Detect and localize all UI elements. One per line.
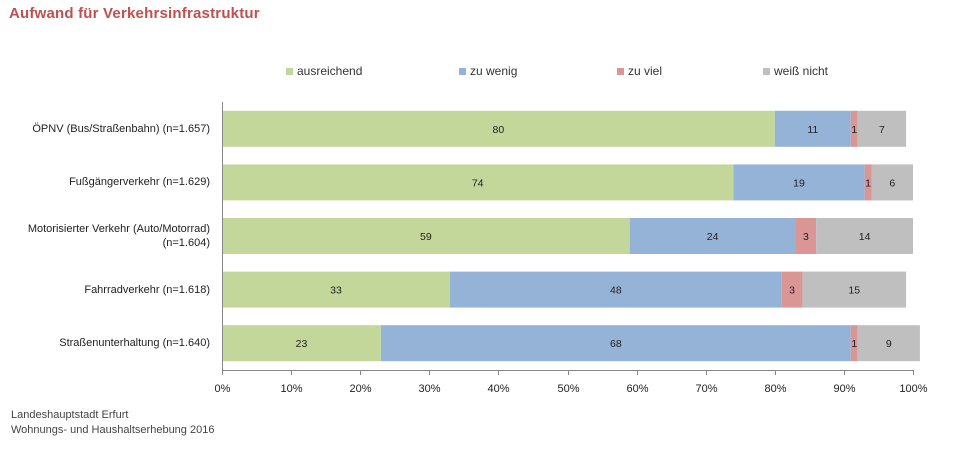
legend-swatch-zu-wenig [459,67,466,75]
source-line-1: Landeshauptstadt Erfurt [11,409,129,421]
legend-item-zu-wenig: zu wenig [459,64,517,78]
data-label-zu-wenig: 11 [807,124,818,136]
bar-segment-zu-wenig [774,110,851,147]
data-label-zu-viel: 1 [865,177,871,189]
legend-label-ausreichend: ausreichend [297,64,363,78]
data-label-ausreichend: 59 [420,231,432,243]
x-tick-label: 70% [695,383,717,395]
x-tick-label: 20% [349,383,371,395]
data-label-zu-wenig: 19 [793,177,805,189]
data-label-ausreichend: 74 [472,177,484,189]
bar-segment-weiss-nicht [871,164,913,201]
legend-item-ausreichend: ausreichend [286,64,362,78]
data-label-zu-wenig: 68 [610,338,622,350]
data-label-zu-wenig: 48 [610,285,622,297]
source-line-2: Wohnungs- und Haushaltserhebung 2016 [11,424,215,436]
data-label-zu-viel: 1 [851,338,857,350]
legend-swatch-ausreichend [286,67,293,75]
data-label-weiss-nicht: 9 [886,338,892,350]
x-tick-label: 40% [487,383,509,395]
bar-segment-ausreichend [222,325,381,362]
data-label-weiss-nicht: 15 [848,285,860,297]
bar-segment-zu-wenig [733,164,865,201]
category-label: Straßenunterhaltung (n=1.640) [59,337,210,350]
data-label-zu-viel: 3 [789,285,795,297]
legend-label-zu-wenig: zu wenig [470,64,518,78]
x-tick-label: 30% [418,383,440,395]
data-label-zu-viel: 1 [851,124,857,136]
chart-title: Aufwand für Verkehrsinfrastruktur [9,5,260,22]
x-tick-label: 90% [833,383,855,395]
legend-swatch-weiss-nicht [763,67,770,75]
bar-segment-zu-wenig [380,325,851,362]
data-label-ausreichend: 23 [296,338,308,350]
x-tick-label: 80% [764,383,786,395]
x-tick-label: 0% [215,383,231,395]
data-label-zu-wenig: 24 [707,231,719,243]
chart-legend: ausreichend zu wenig zu viel weiß nicht [0,64,960,82]
bar-segment-weiss-nicht [857,110,907,147]
x-tick-label: 50% [557,383,579,395]
bar-segment-ausreichend [222,218,630,254]
bar-segment-weiss-nicht [816,218,913,254]
x-tick-label: 100% [899,383,927,395]
data-label-weiss-nicht: 14 [859,231,871,243]
bar-segment-weiss-nicht [802,271,907,308]
bar-segment-zu-wenig [450,271,782,308]
data-label-zu-viel: 3 [803,231,809,243]
category-label: ÖPNV (Bus/Straßenbahn) (n=1.657) [32,122,210,135]
bar-segment-ausreichend [222,164,734,201]
x-tick-label: 60% [626,383,648,395]
x-tick-label: 10% [280,383,302,395]
legend-label-weiss-nicht: weiß nicht [774,64,829,78]
legend-item-weiss-nicht: weiß nicht [763,64,828,78]
data-label-ausreichend: 80 [493,124,505,136]
data-label-weiss-nicht: 6 [889,177,895,189]
bar-segment-ausreichend [222,271,451,308]
data-label-ausreichend: 33 [330,285,342,297]
bar-segment-zu-viel [850,325,858,362]
bar-segment-ausreichend [222,110,775,147]
bar-segment-zu-viel [850,110,858,147]
category-label: Fahrradverkehr (n=1.618) [84,283,210,296]
category-label: Motorisierter Verkehr (Auto/Motorrad) (n… [27,223,210,249]
bar-segment-zu-viel [795,218,817,254]
legend-item-zu-viel: zu viel [617,64,662,78]
legend-label-zu-viel: zu viel [628,64,663,78]
bar-segment-zu-viel [864,164,872,201]
bar-segment-zu-viel [781,271,803,308]
category-label: Fußgängerverkehr (n=1.629) [69,176,210,189]
bar-segment-zu-wenig [629,218,796,254]
legend-swatch-zu-viel [617,67,624,75]
data-label-weiss-nicht: 7 [879,124,885,136]
bar-segment-weiss-nicht [857,325,920,362]
